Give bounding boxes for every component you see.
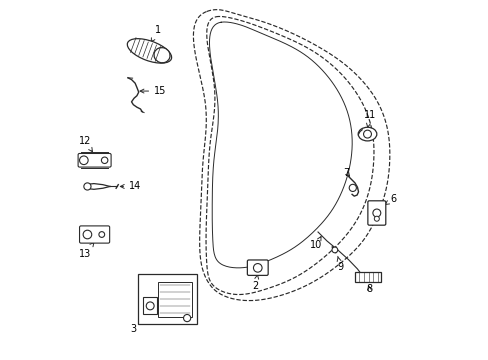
Circle shape: [146, 302, 154, 310]
Circle shape: [99, 231, 104, 237]
Bar: [354, 272, 380, 282]
Ellipse shape: [127, 39, 171, 63]
Circle shape: [83, 230, 92, 239]
FancyBboxPatch shape: [247, 260, 267, 275]
Ellipse shape: [357, 127, 376, 141]
Circle shape: [83, 183, 91, 190]
Text: 11: 11: [363, 111, 375, 127]
Text: 2: 2: [252, 275, 258, 291]
Circle shape: [372, 209, 380, 217]
FancyBboxPatch shape: [367, 201, 385, 225]
Circle shape: [363, 130, 371, 138]
Text: 10: 10: [309, 237, 322, 250]
Bar: [158, 282, 191, 317]
Text: 8: 8: [366, 284, 371, 294]
Text: 13: 13: [79, 243, 94, 258]
Bar: [143, 297, 157, 315]
Circle shape: [253, 264, 262, 272]
Circle shape: [348, 184, 356, 192]
Text: 14: 14: [120, 181, 141, 192]
Text: 4: 4: [187, 317, 196, 327]
Ellipse shape: [154, 48, 170, 63]
Text: 9: 9: [337, 256, 343, 272]
Text: 1: 1: [151, 25, 161, 42]
Text: 5: 5: [151, 313, 161, 324]
Text: 7: 7: [343, 168, 349, 178]
Text: 12: 12: [79, 136, 92, 152]
FancyBboxPatch shape: [78, 153, 111, 167]
Circle shape: [331, 247, 337, 253]
Text: 3: 3: [130, 324, 137, 334]
Circle shape: [183, 315, 190, 321]
Circle shape: [80, 156, 88, 165]
FancyBboxPatch shape: [80, 226, 109, 243]
Circle shape: [373, 216, 379, 221]
Text: 6: 6: [385, 194, 396, 204]
Bar: [137, 274, 196, 324]
Text: 15: 15: [140, 86, 166, 96]
Circle shape: [101, 157, 108, 163]
